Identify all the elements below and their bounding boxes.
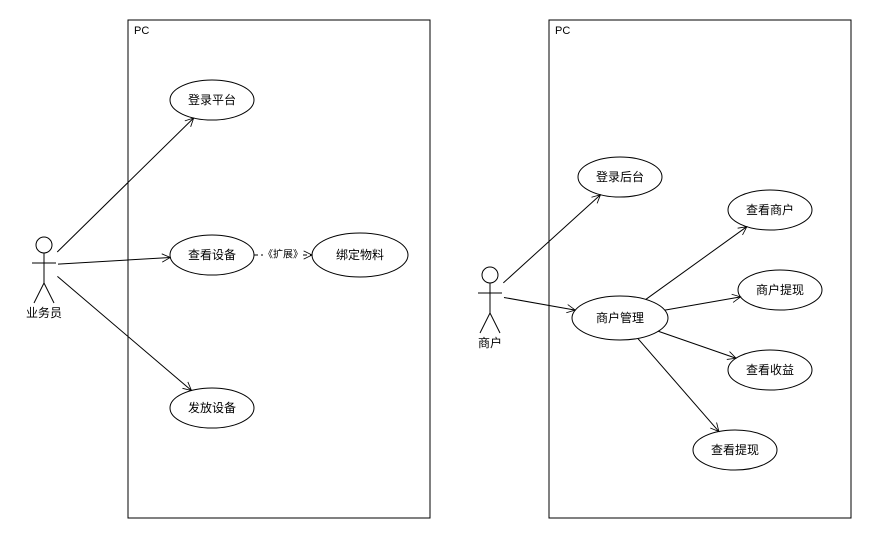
- association-edge: [57, 276, 191, 390]
- use-case: 查看设备: [170, 235, 254, 275]
- boundary-label: PC: [555, 25, 570, 37]
- actor: 商户: [478, 267, 502, 350]
- association-edge: [503, 195, 600, 283]
- use-case: 发放设备: [170, 388, 254, 428]
- use-case: 查看商户: [728, 190, 812, 230]
- use-case: 商户提现: [738, 270, 822, 310]
- use-case-diagram: PC PC 业务员商户 登录平台查看设备 绑定物料发放设备 登录后台商户管理 查看商户商户提…: [0, 0, 874, 550]
- use-case-label: 查看收益: [746, 363, 794, 377]
- association-edge: [665, 297, 741, 310]
- association-edge: [638, 338, 719, 431]
- association-edge: [658, 331, 736, 358]
- association-edge: [57, 118, 193, 252]
- use-case-label: 查看设备: [188, 248, 236, 262]
- use-case-label: 发放设备: [188, 400, 236, 415]
- actor-label: 商户: [478, 335, 502, 350]
- extend-edge: 《扩展》: [254, 248, 312, 263]
- use-case-label: 绑定物料: [336, 247, 384, 262]
- use-case-label: 登录后台: [596, 169, 644, 184]
- boundary-label: PC: [134, 25, 149, 37]
- association-edge: [646, 227, 747, 300]
- use-case: 登录平台: [170, 80, 254, 120]
- actor-label: 业务员: [26, 305, 62, 320]
- use-case-label: 登录平台: [188, 92, 236, 107]
- association-edge: [504, 297, 575, 310]
- use-case-label: 商户管理: [596, 310, 644, 325]
- use-case: 查看收益: [728, 350, 812, 390]
- extend-label: 《扩展》: [263, 248, 303, 261]
- use-case: 查看提现: [693, 430, 777, 470]
- use-case-label: 查看提现: [711, 442, 759, 457]
- use-case: 绑定物料: [312, 233, 408, 277]
- use-case-label: 商户提现: [756, 282, 804, 297]
- actor: 业务员: [26, 237, 62, 320]
- use-case: 登录后台: [578, 157, 662, 197]
- use-case-label: 查看商户: [746, 202, 794, 217]
- association-edge: [58, 257, 170, 264]
- use-case: 商户管理: [572, 296, 668, 340]
